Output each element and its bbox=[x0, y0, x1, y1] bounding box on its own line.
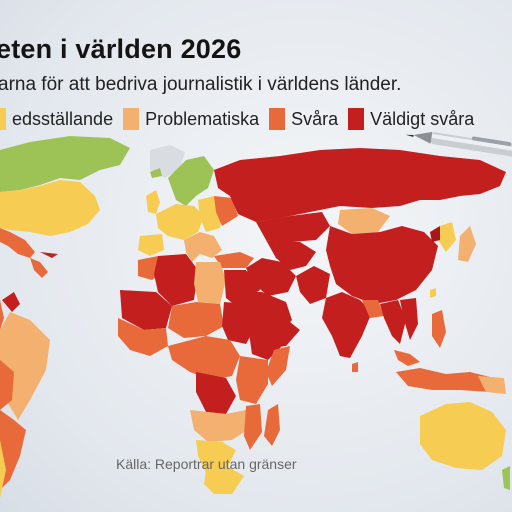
map-title: eten i världen 2026 bbox=[0, 34, 242, 64]
source-credit: Källa: Reportrar utan gränser bbox=[116, 456, 297, 472]
region-japan bbox=[458, 226, 476, 262]
legend-item-very-serious: Väldigt svåra bbox=[348, 108, 474, 130]
region-philippines bbox=[432, 310, 446, 348]
region-west-europe bbox=[156, 204, 204, 240]
region-libya bbox=[194, 262, 226, 304]
region-china bbox=[326, 226, 438, 304]
region-malaysia bbox=[394, 350, 420, 366]
region-central-america bbox=[30, 258, 48, 278]
legend-label: Väldigt svåra bbox=[370, 108, 475, 129]
region-egypt bbox=[224, 270, 250, 306]
region-indonesia bbox=[396, 368, 494, 392]
legend: edsställande Problematiska Svåra Väldigt… bbox=[0, 106, 484, 132]
legend-item-satisfactory: edsställande bbox=[0, 108, 113, 130]
region-vietnam-laos bbox=[400, 298, 418, 340]
region-sudan bbox=[222, 302, 256, 344]
legend-item-problematic: Problematiska bbox=[123, 108, 259, 130]
region-east-africa bbox=[236, 356, 268, 404]
region-uk-ireland bbox=[146, 190, 160, 214]
map-subtitle: arna för att bedriva journalistik i värl… bbox=[0, 74, 402, 95]
region-canada bbox=[0, 136, 130, 192]
region-india bbox=[322, 292, 372, 358]
legend-swatch bbox=[269, 108, 286, 130]
region-italy-balkans bbox=[184, 232, 222, 262]
region-angola-zambia bbox=[190, 410, 250, 442]
region-mongolia bbox=[338, 208, 390, 234]
legend-item-difficult: Svåra bbox=[269, 108, 338, 130]
region-russia bbox=[214, 148, 506, 222]
legend-swatch bbox=[123, 108, 140, 130]
region-colombia bbox=[0, 300, 4, 330]
region-sri-lanka bbox=[352, 362, 358, 372]
region-mauritania-mali bbox=[120, 290, 172, 330]
region-new-zealand bbox=[502, 466, 510, 490]
legend-swatch bbox=[348, 108, 365, 130]
region-peru-bolivia bbox=[0, 360, 14, 410]
legend-label: edsställande bbox=[12, 108, 114, 129]
region-drc bbox=[196, 372, 236, 414]
region-iceland bbox=[150, 168, 162, 178]
region-south-africa bbox=[204, 468, 244, 494]
region-afghanistan-pakistan bbox=[296, 266, 330, 304]
region-west-africa bbox=[118, 318, 168, 356]
region-kazakhstan bbox=[256, 212, 330, 242]
region-turkey bbox=[214, 252, 254, 268]
legend-swatch bbox=[0, 108, 6, 130]
region-venezuela bbox=[2, 292, 20, 312]
region-niger-chad bbox=[168, 302, 224, 338]
region-somalia bbox=[266, 346, 290, 386]
region-australia bbox=[420, 402, 506, 470]
region-namibia-botswana bbox=[196, 440, 236, 472]
region-algeria bbox=[154, 254, 198, 306]
region-usa bbox=[0, 180, 100, 236]
region-cuba bbox=[40, 252, 58, 258]
region-central-africa bbox=[168, 336, 240, 380]
region-belarus-ukraine bbox=[214, 196, 238, 226]
region-iberia bbox=[138, 234, 164, 256]
legend-label: Svåra bbox=[291, 108, 339, 129]
region-argentina bbox=[0, 410, 26, 490]
region-chile bbox=[0, 440, 6, 498]
region-brazil bbox=[0, 312, 50, 420]
region-madagascar bbox=[264, 404, 280, 446]
region-mexico bbox=[0, 228, 35, 258]
region-taiwan bbox=[430, 288, 436, 298]
region-png bbox=[478, 376, 506, 394]
region-nepal-bangladesh bbox=[362, 300, 384, 318]
legend-label: Problematiska bbox=[145, 108, 260, 129]
region-korea-japan bbox=[438, 222, 456, 252]
region-myanmar-thailand bbox=[380, 300, 406, 344]
region-mozambique bbox=[244, 404, 262, 450]
region-north-korea bbox=[430, 226, 440, 242]
region-scandinavia bbox=[168, 156, 214, 206]
region-central-asia bbox=[266, 240, 316, 270]
